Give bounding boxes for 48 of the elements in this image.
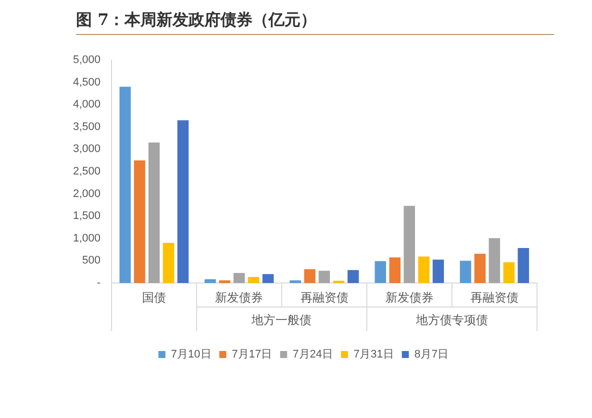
y-tick-label: 2,500 bbox=[72, 166, 101, 178]
legend-label: 7月17日 bbox=[232, 348, 272, 361]
bar bbox=[503, 262, 515, 283]
bar bbox=[348, 270, 359, 283]
bar bbox=[234, 272, 245, 283]
y-tick-label: 500 bbox=[82, 254, 101, 267]
bar bbox=[460, 260, 472, 283]
y-tick-label: - bbox=[96, 277, 101, 290]
bar bbox=[488, 238, 500, 283]
bar bbox=[432, 260, 444, 283]
x-tick-label: 再融资债 bbox=[470, 290, 518, 305]
bar bbox=[120, 86, 131, 283]
legend-label: 7月10日 bbox=[170, 348, 212, 361]
text: 地方债专项债 bbox=[414, 313, 488, 328]
x-tick-label: 新发债券 bbox=[385, 290, 434, 305]
y-tick-label: 3,000 bbox=[72, 143, 101, 156]
y-tick-label: 5,000 bbox=[72, 54, 101, 66]
legend-label: 7月31日 bbox=[353, 348, 394, 361]
x-tick-label: 再融资债 bbox=[300, 290, 348, 305]
bar bbox=[374, 261, 386, 283]
bar bbox=[204, 279, 216, 283]
bar bbox=[148, 142, 160, 283]
bar bbox=[262, 274, 274, 283]
y-tick-label: 1,500 bbox=[72, 210, 101, 222]
y-tick-label: 1,000 bbox=[72, 232, 101, 244]
y-tick-label: 2,000 bbox=[72, 188, 101, 200]
bar bbox=[248, 276, 260, 283]
bar bbox=[162, 242, 174, 283]
x-tick-label: 新发债券 bbox=[215, 290, 264, 305]
legend-label: 8月7日 bbox=[414, 348, 449, 361]
legend-label: 7月24日 bbox=[292, 348, 333, 361]
x-tick-label: 国债 bbox=[142, 290, 166, 305]
bar bbox=[304, 269, 316, 283]
bar bbox=[134, 160, 146, 283]
bar bbox=[219, 280, 230, 283]
y-tick-label: 4,500 bbox=[72, 76, 101, 88]
bar bbox=[474, 254, 486, 283]
bar bbox=[518, 248, 530, 283]
bar bbox=[418, 256, 430, 283]
text: 地方一般债 bbox=[250, 313, 312, 328]
bar bbox=[389, 257, 401, 283]
y-tick-label: 3,500 bbox=[72, 120, 101, 133]
bar bbox=[318, 270, 330, 283]
bar bbox=[177, 120, 189, 283]
y-tick-label: 4,000 bbox=[72, 98, 101, 111]
bar bbox=[290, 280, 301, 283]
bar bbox=[404, 206, 415, 283]
chart-title: 图 7：本周新发政府债券（亿元） bbox=[76, 6, 554, 35]
